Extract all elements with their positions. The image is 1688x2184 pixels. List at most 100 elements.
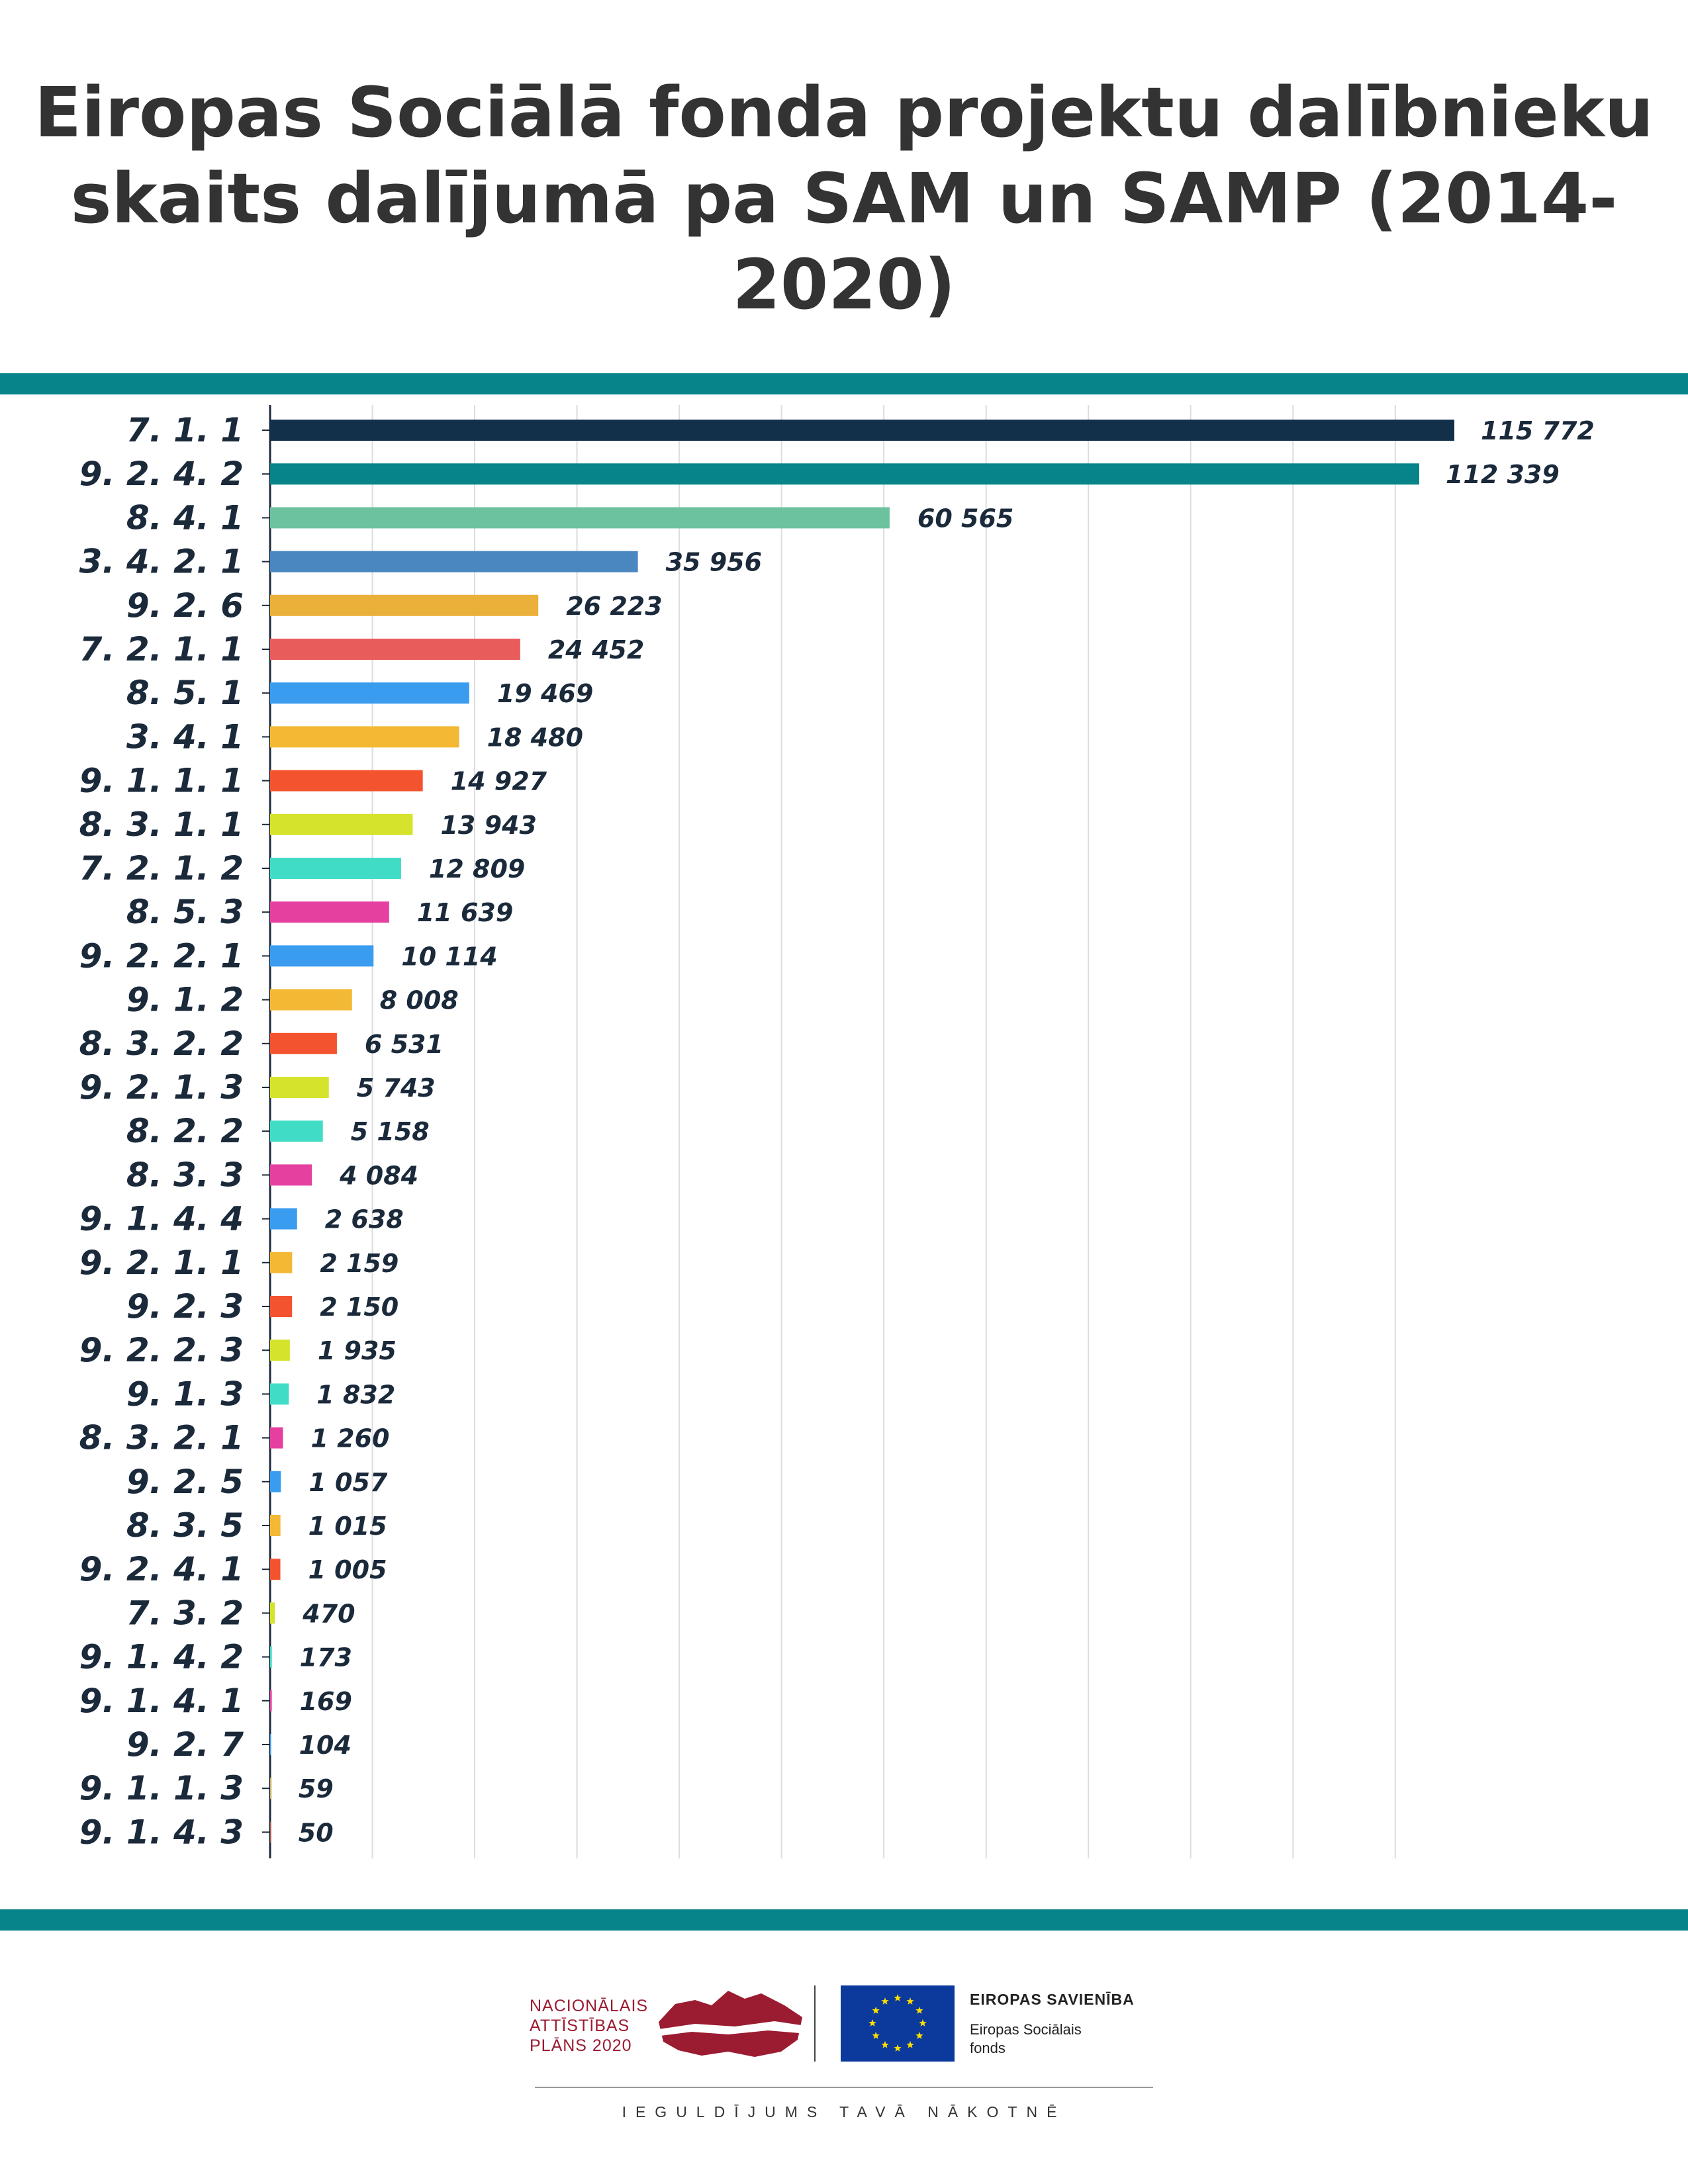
data-label: 5 158 [351, 1117, 430, 1146]
category-label: 9. 2. 2. 1 [79, 936, 244, 975]
bar [270, 1340, 290, 1361]
category-label: 8. 3. 2. 2 [79, 1024, 244, 1063]
category-label: 7. 2. 1. 1 [79, 630, 244, 668]
data-label: 115 772 [1481, 416, 1595, 445]
footer-rule [535, 2087, 1153, 2088]
bar [270, 1734, 271, 1755]
data-label: 13 943 [440, 811, 536, 840]
bar [270, 1383, 289, 1405]
category-label: 8. 3. 1. 1 [79, 805, 244, 844]
slogan: IEGULDĪJUMS TAVĀ NĀKOTNĒ [622, 2103, 1066, 2120]
logo-separator [814, 1985, 816, 2062]
category-label: 9. 2. 1. 3 [79, 1068, 244, 1107]
category-label: 8. 3. 3 [126, 1156, 244, 1194]
data-label: 26 223 [566, 592, 662, 621]
bar [270, 1032, 337, 1054]
bar [270, 1077, 329, 1098]
category-label: 7. 1. 1 [126, 411, 244, 449]
data-label: 4 084 [339, 1161, 418, 1190]
data-label: 19 469 [497, 679, 593, 708]
bar [270, 1471, 281, 1492]
footer: NACIONĀLAIS ATTĪSTĪBAS PLĀNS 2020 EIROPA… [0, 1959, 1688, 2131]
category-label: 9. 2. 6 [126, 586, 244, 625]
bar [270, 1821, 271, 1843]
latvia-map-logo-icon [659, 1991, 802, 2057]
bar [270, 420, 1454, 441]
data-label: 1 005 [308, 1555, 387, 1584]
eu-subtitle: Eiropas Sociālais fonds [970, 2021, 1135, 2058]
eu-star-icon [894, 2044, 902, 2052]
category-label: 9. 1. 2 [126, 981, 244, 1019]
data-label: 24 452 [548, 635, 644, 664]
eu-star-icon [919, 2019, 927, 2026]
data-label: 1 935 [318, 1336, 397, 1365]
eu-logo-text: EIROPAS SAVIENĪBA Eiropas Sociālais fond… [970, 1991, 1135, 2058]
top-divider-band [0, 373, 1688, 394]
data-label: 10 114 [401, 942, 497, 971]
bar [270, 1602, 275, 1624]
category-label: 9. 2. 4. 2 [79, 455, 244, 493]
category-label: 7. 3. 2 [126, 1594, 244, 1632]
bar [270, 901, 389, 923]
bar [270, 770, 423, 792]
bar [270, 463, 1419, 485]
chart-title-line1: Eiropas Sociālā fonda projektu dalībniek… [34, 72, 1654, 153]
bar [270, 1559, 281, 1580]
data-label: 11 639 [417, 898, 513, 927]
eu-star-icon [881, 2040, 889, 2048]
category-label: 9. 2. 2. 3 [79, 1331, 244, 1369]
eu-star-icon [872, 2007, 880, 2014]
bar [270, 858, 401, 879]
eu-star-icon [881, 1997, 889, 2005]
bar [270, 594, 539, 616]
eu-star-icon [872, 2032, 880, 2039]
category-label: 3. 4. 1 [126, 717, 244, 756]
category-label: 9. 2. 4. 1 [79, 1550, 244, 1588]
data-label: 2 638 [325, 1205, 404, 1234]
bar [270, 1251, 293, 1273]
bar [270, 813, 413, 835]
data-label: 104 [299, 1731, 352, 1760]
category-label: 9. 1. 4. 2 [79, 1638, 244, 1676]
bar [270, 551, 638, 572]
npl-line3: PLĀNS 2020 [530, 2036, 632, 2055]
data-label: 1 832 [316, 1380, 395, 1409]
data-label: 169 [300, 1687, 352, 1716]
bar [270, 1164, 312, 1186]
chart-title-line2: skaits dalījumā pa SAM un SAMP (2014-202… [70, 158, 1618, 325]
category-label: 9. 2. 5 [126, 1463, 244, 1501]
category-label: 9. 1. 1. 3 [79, 1769, 244, 1807]
data-label: 50 [299, 1818, 334, 1847]
npl-line2: ATTĪSTĪBAS [530, 2017, 630, 2035]
category-label: 9. 1. 4. 1 [79, 1682, 244, 1720]
bar [270, 1427, 283, 1449]
data-label: 18 480 [487, 723, 583, 752]
npl-line1: NACIONĀLAIS [530, 1997, 649, 2015]
bar [270, 507, 890, 529]
category-label: 7. 2. 1. 2 [79, 849, 244, 887]
data-label: 1 260 [310, 1424, 389, 1453]
bottom-divider-band [0, 1909, 1688, 1931]
data-label: 5 743 [357, 1073, 436, 1103]
category-label: 8. 2. 2 [126, 1112, 244, 1150]
category-label: 3. 4. 2. 1 [79, 543, 244, 581]
bar [270, 682, 469, 704]
bar [270, 989, 352, 1011]
bar [270, 1646, 272, 1668]
bar [270, 1208, 297, 1230]
bar [270, 1515, 281, 1536]
bar [270, 1778, 271, 1799]
eu-star-icon [915, 2032, 923, 2039]
data-label: 59 [299, 1774, 334, 1803]
data-label: 470 [302, 1599, 355, 1628]
category-label: 9. 2. 3 [126, 1287, 244, 1326]
bar [270, 1690, 272, 1711]
data-label: 60 565 [917, 504, 1013, 533]
data-label: 112 339 [1446, 460, 1560, 489]
category-label: 8. 4. 1 [126, 498, 244, 537]
eu-star-icon [868, 2019, 876, 2026]
category-label: 8. 5. 3 [126, 893, 244, 931]
eu-star-icon [894, 1994, 902, 2001]
category-label: 9. 1. 3 [126, 1375, 244, 1413]
npl-logo-text: NACIONĀLAIS ATTĪSTĪBAS PLĀNS 2020 [530, 1996, 648, 2056]
